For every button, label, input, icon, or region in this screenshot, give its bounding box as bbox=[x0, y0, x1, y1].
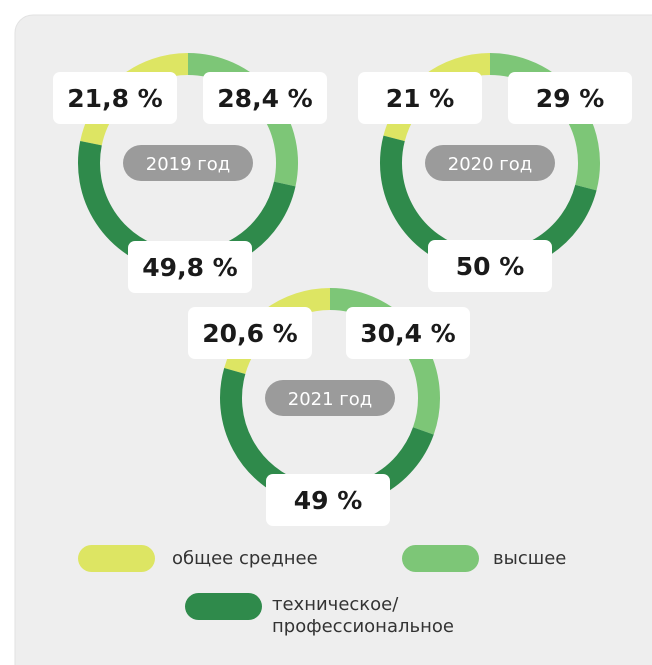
label-box bbox=[266, 474, 390, 526]
legend-label: техническое/ профессиональное bbox=[272, 594, 454, 637]
value-label: 49,8 % bbox=[142, 253, 237, 282]
legend-swatch bbox=[185, 593, 262, 620]
label-box bbox=[508, 72, 632, 124]
legend-swatch bbox=[78, 545, 155, 572]
value-label: 29 % bbox=[536, 84, 605, 113]
value-label: 28,4 % bbox=[217, 84, 312, 113]
legend-label: общее среднее bbox=[172, 548, 318, 569]
label-box bbox=[428, 240, 552, 292]
chart-title: 2019 год bbox=[146, 154, 230, 175]
chart-title: 2021 год bbox=[288, 389, 372, 410]
legend-label: высшее bbox=[493, 548, 567, 569]
label-box bbox=[203, 72, 327, 124]
value-label: 30,4 % bbox=[360, 319, 455, 348]
value-label: 50 % bbox=[456, 252, 525, 281]
label-box bbox=[358, 72, 482, 124]
value-label: 49 % bbox=[294, 486, 363, 515]
label-box bbox=[188, 307, 312, 359]
chart-title: 2020 год bbox=[448, 154, 532, 175]
year-pill bbox=[265, 380, 395, 416]
value-label: 21 % bbox=[386, 84, 455, 113]
year-pill bbox=[123, 145, 253, 181]
label-box bbox=[128, 241, 252, 293]
label-box bbox=[53, 72, 177, 124]
label-box bbox=[346, 307, 470, 359]
legend-swatch bbox=[402, 545, 479, 572]
value-label: 21,8 % bbox=[67, 84, 162, 113]
value-label: 20,6 % bbox=[202, 319, 297, 348]
year-pill bbox=[425, 145, 555, 181]
